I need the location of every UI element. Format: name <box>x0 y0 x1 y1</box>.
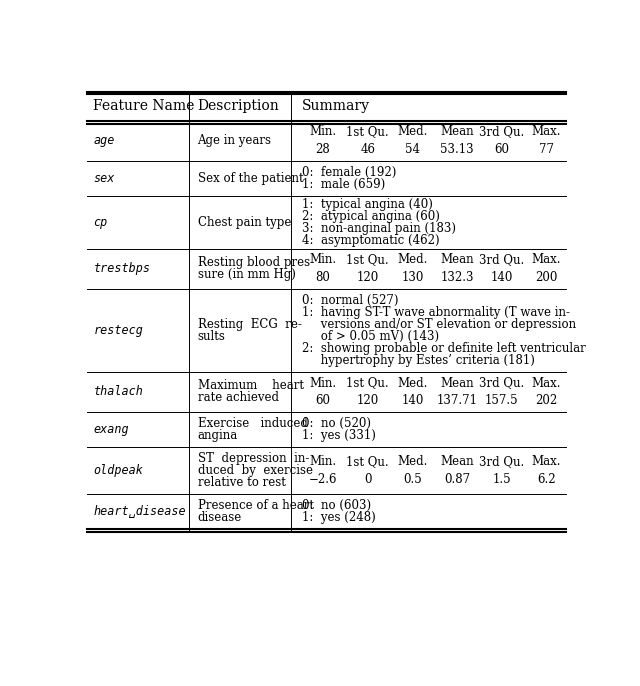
Text: 1st Qu.: 1st Qu. <box>346 377 389 390</box>
Text: oldpeak: oldpeak <box>93 464 143 477</box>
Text: versions and/or ST elevation or depression: versions and/or ST elevation or depressi… <box>301 318 576 331</box>
Text: Min.: Min. <box>310 253 337 266</box>
Text: hypertrophy by Estes’ criteria (181): hypertrophy by Estes’ criteria (181) <box>301 353 534 366</box>
Text: −2.6: −2.6 <box>308 473 337 486</box>
Text: 0: 0 <box>364 473 371 486</box>
Text: Resting blood pres-: Resting blood pres- <box>198 256 314 269</box>
Text: 54: 54 <box>405 143 420 156</box>
Text: 1:  typical angina (40): 1: typical angina (40) <box>301 198 433 211</box>
Text: 157.5: 157.5 <box>484 394 518 407</box>
Text: exang: exang <box>93 423 129 436</box>
Text: Min.: Min. <box>310 455 337 468</box>
Text: 140: 140 <box>490 271 513 284</box>
Text: 3rd Qu.: 3rd Qu. <box>479 455 524 468</box>
Text: 1:  yes (331): 1: yes (331) <box>301 429 376 442</box>
Text: 1:  yes (248): 1: yes (248) <box>301 510 376 523</box>
Text: 132.3: 132.3 <box>440 271 474 284</box>
Text: rate achieved: rate achieved <box>198 391 278 404</box>
Text: 3:  non-anginal pain (183): 3: non-anginal pain (183) <box>301 222 456 235</box>
Text: Mean: Mean <box>440 377 474 390</box>
Text: Max.: Max. <box>531 126 561 139</box>
Text: Med.: Med. <box>397 126 428 139</box>
Text: Maximum    heart: Maximum heart <box>198 379 303 392</box>
Text: Chest pain type: Chest pain type <box>198 216 291 229</box>
Text: 0.87: 0.87 <box>444 473 470 486</box>
Text: 1:  having ST-T wave abnormality (T wave in-: 1: having ST-T wave abnormality (T wave … <box>301 306 570 319</box>
Text: 3rd Qu.: 3rd Qu. <box>479 126 524 139</box>
Text: 0:  no (520): 0: no (520) <box>301 417 371 430</box>
Text: Mean: Mean <box>440 455 474 468</box>
Text: Resting  ECG  re-: Resting ECG re- <box>198 318 301 331</box>
Text: 0:  no (603): 0: no (603) <box>301 499 371 512</box>
Text: Mean: Mean <box>440 253 474 266</box>
Text: Max.: Max. <box>531 377 561 390</box>
Text: sure (in mm Hg): sure (in mm Hg) <box>198 268 296 281</box>
Text: 130: 130 <box>401 271 424 284</box>
Text: Feature Name: Feature Name <box>93 99 195 113</box>
Text: 120: 120 <box>356 394 379 407</box>
Text: Med.: Med. <box>397 377 428 390</box>
Text: 1st Qu.: 1st Qu. <box>346 253 389 266</box>
Text: 1st Qu.: 1st Qu. <box>346 126 389 139</box>
Text: 200: 200 <box>535 271 557 284</box>
Text: 28: 28 <box>316 143 330 156</box>
Text: duced  by  exercise: duced by exercise <box>198 464 312 477</box>
Text: 137.71: 137.71 <box>436 394 477 407</box>
Text: sults: sults <box>198 330 225 343</box>
Text: 2:  showing probable or definite left ventricular: 2: showing probable or definite left ven… <box>301 342 586 355</box>
Text: Presence of a heart: Presence of a heart <box>198 499 314 512</box>
Text: 0:  female (192): 0: female (192) <box>301 166 396 179</box>
Text: 3rd Qu.: 3rd Qu. <box>479 253 524 266</box>
Text: thalach: thalach <box>93 386 143 399</box>
Text: ST  depression  in-: ST depression in- <box>198 452 309 465</box>
Text: Max.: Max. <box>531 455 561 468</box>
Text: Min.: Min. <box>310 377 337 390</box>
Text: 46: 46 <box>360 143 375 156</box>
Text: Sex of the patient: Sex of the patient <box>198 172 303 185</box>
Text: Mean: Mean <box>440 126 474 139</box>
Text: angina: angina <box>198 429 238 442</box>
Text: cp: cp <box>93 216 108 229</box>
Text: 80: 80 <box>316 271 330 284</box>
Text: 77: 77 <box>539 143 554 156</box>
Text: 0.5: 0.5 <box>403 473 422 486</box>
Text: 1:  male (659): 1: male (659) <box>301 178 385 191</box>
Text: of > 0.05 mV) (143): of > 0.05 mV) (143) <box>301 330 439 343</box>
Text: sex: sex <box>93 172 115 185</box>
Text: 3rd Qu.: 3rd Qu. <box>479 377 524 390</box>
Text: trestbps: trestbps <box>93 262 150 275</box>
Text: 1st Qu.: 1st Qu. <box>346 455 389 468</box>
Text: 0:  normal (527): 0: normal (527) <box>301 294 398 307</box>
Text: Med.: Med. <box>397 253 428 266</box>
Text: 60: 60 <box>316 394 330 407</box>
Text: Min.: Min. <box>310 126 337 139</box>
Text: Med.: Med. <box>397 455 428 468</box>
Text: 4:  asymptomatic (462): 4: asymptomatic (462) <box>301 234 439 247</box>
Text: 53.13: 53.13 <box>440 143 474 156</box>
Text: 6.2: 6.2 <box>537 473 556 486</box>
Text: 2:  atypical angina (60): 2: atypical angina (60) <box>301 210 440 223</box>
Text: restecg: restecg <box>93 324 143 337</box>
Text: Description: Description <box>198 99 279 113</box>
Text: Summary: Summary <box>301 99 370 113</box>
Text: heart␣disease: heart␣disease <box>93 505 186 518</box>
Text: Max.: Max. <box>531 253 561 266</box>
Text: 1.5: 1.5 <box>492 473 511 486</box>
Text: age: age <box>93 134 115 147</box>
Text: Age in years: Age in years <box>198 134 271 147</box>
Text: 120: 120 <box>356 271 379 284</box>
Text: Exercise   induced: Exercise induced <box>198 417 307 430</box>
Text: 60: 60 <box>494 143 509 156</box>
Text: 140: 140 <box>401 394 424 407</box>
Text: 202: 202 <box>535 394 557 407</box>
Text: relative to rest: relative to rest <box>198 476 285 489</box>
Text: disease: disease <box>198 510 242 523</box>
